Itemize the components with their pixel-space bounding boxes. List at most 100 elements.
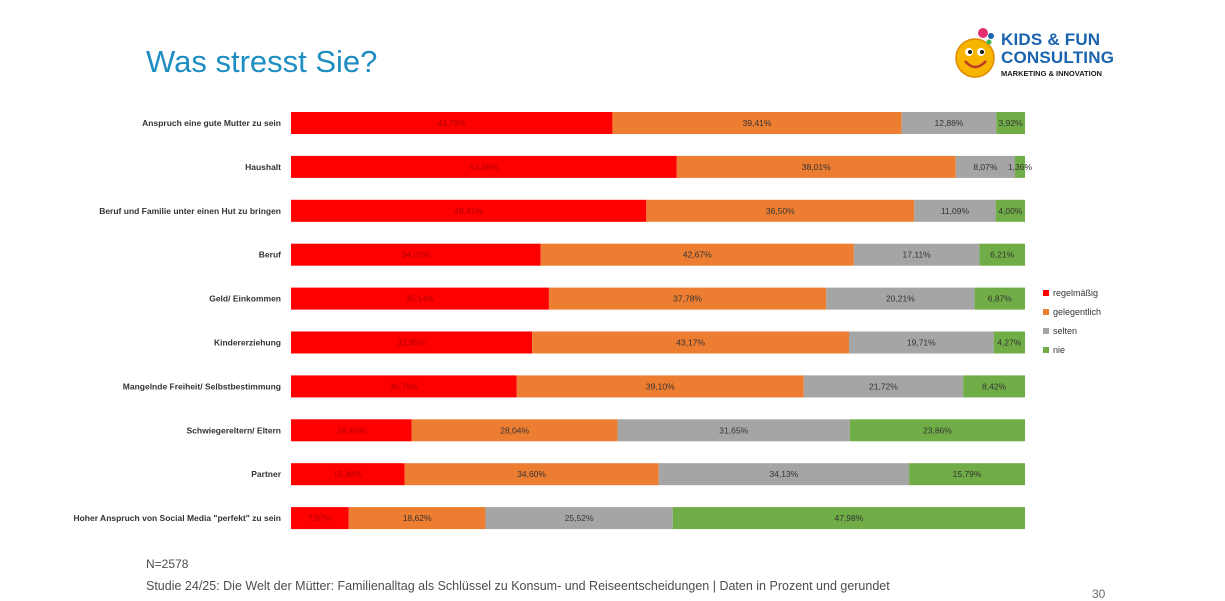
data-label-selten-6: 19,71% <box>907 338 936 348</box>
data-label-regelma-ig-10: 7,87% <box>308 513 333 523</box>
bar-segment-selten-7 <box>803 375 964 398</box>
data-label-gelegentlich-10: 18,62% <box>403 513 432 523</box>
bar-segment-nie-7 <box>963 375 1025 398</box>
bar-segment-selten-8 <box>617 419 850 442</box>
data-label-gelegentlich-1: 39,41% <box>743 118 772 128</box>
bar-segment-regelma-ig-7 <box>291 375 517 398</box>
bar-segment-gelegentlich-8 <box>411 419 618 442</box>
data-label-nie-3: 4,00% <box>998 206 1023 216</box>
data-label-selten-1: 12,88% <box>935 118 964 128</box>
category-label-8: Schwiegereltern/ Eltern <box>187 425 281 435</box>
data-label-regelma-ig-4: 34,02% <box>401 250 430 260</box>
bar-segment-nie-2 <box>1015 155 1025 178</box>
data-label-selten-2: 8,07% <box>973 162 998 172</box>
data-label-gelegentlich-9: 34,60% <box>517 469 546 479</box>
bar-segment-nie-6 <box>993 331 1025 354</box>
legend-item-selten: selten <box>1043 324 1077 338</box>
data-label-nie-4: 6,21% <box>990 250 1015 260</box>
data-label-gelegentlich-3: 36,50% <box>766 206 795 216</box>
logo-text-line2: CONSULTING <box>1001 48 1115 67</box>
bar-segment-regelma-ig-1 <box>291 112 613 134</box>
category-label-9: Partner <box>251 469 281 479</box>
data-label-gelegentlich-8: 28,04% <box>500 425 529 435</box>
bar-segment-nie-5 <box>974 287 1025 310</box>
bar-segment-gelegentlich-7 <box>516 375 804 398</box>
logo-text-line1: KIDS & FUN <box>1001 30 1101 49</box>
data-label-nie-9: 15,79% <box>953 469 982 479</box>
bar-segment-selten-1 <box>901 112 997 134</box>
bar-segment-gelegentlich-3 <box>646 199 915 222</box>
sample-size-note: N=2578 <box>146 557 189 571</box>
bar-segment-selten-6 <box>848 331 994 354</box>
data-label-regelma-ig-2: 52,56% <box>469 162 498 172</box>
data-label-gelegentlich-7: 39,10% <box>646 381 675 391</box>
data-label-gelegentlich-4: 42,67% <box>683 250 712 260</box>
category-label-5: Geld/ Einkommen <box>209 294 281 304</box>
bar-segment-nie-10 <box>672 507 1025 530</box>
legend-item-gelegentlich: gelegentlich <box>1043 305 1101 319</box>
legend-label-gelegentlich: gelegentlich <box>1053 307 1102 317</box>
data-label-regelma-ig-3: 48,41% <box>454 206 483 216</box>
bar-segment-gelegentlich-5 <box>548 287 827 310</box>
bar-segment-selten-9 <box>658 463 910 486</box>
data-label-regelma-ig-9: 15,48% <box>333 469 362 479</box>
kids-fun-consulting-logo: KIDS & FUN CONSULTING MARKETING & INNOVA… <box>953 26 1123 86</box>
data-label-selten-7: 21,72% <box>869 381 898 391</box>
legend-item-regelmaessig: regelmäßig <box>1043 286 1098 300</box>
page-title: Was stresst Sie? <box>146 44 378 79</box>
page-number: 30 <box>1092 587 1106 601</box>
bar-segment-regelma-ig-6 <box>291 331 533 354</box>
legend-swatch-regelmaessig <box>1043 290 1049 296</box>
data-label-nie-6: 4,27% <box>997 338 1022 348</box>
category-label-2: Haushalt <box>245 162 281 172</box>
smiley-logo-icon <box>955 28 995 78</box>
legend-label-nie: nie <box>1053 345 1066 355</box>
data-label-selten-3: 11,09% <box>941 206 970 216</box>
category-label-3: Beruf und Familie unter einen Hut zu bri… <box>99 206 281 216</box>
bar-segment-selten-4 <box>853 243 980 266</box>
bar-segment-nie-4 <box>979 243 1025 266</box>
bar-segment-gelegentlich-6 <box>532 331 849 354</box>
legend-swatch-gelegentlich <box>1043 309 1049 315</box>
category-label-6: Kindererziehung <box>214 338 281 348</box>
bar-segment-regelma-ig-2 <box>291 155 677 178</box>
legend-label-regelmaessig: regelmäßig <box>1053 288 1099 298</box>
bar-segment-nie-9 <box>909 463 1025 486</box>
bar-segment-selten-10 <box>485 507 673 530</box>
data-label-nie-8: 23,86% <box>923 425 952 435</box>
source-footer: Studie 24/25: Die Welt der Mütter: Famil… <box>146 579 890 593</box>
bar-segment-gelegentlich-1 <box>612 112 902 134</box>
bar-segment-gelegentlich-9 <box>404 463 659 486</box>
legend-label-selten: selten <box>1053 326 1078 336</box>
data-label-regelma-ig-6: 32,85% <box>397 338 426 348</box>
data-label-selten-9: 34,13% <box>769 469 798 479</box>
data-label-gelegentlich-2: 38,01% <box>802 162 831 172</box>
legend-swatch-selten <box>1043 328 1049 334</box>
data-label-nie-7: 8,42% <box>982 381 1007 391</box>
bar-segment-regelma-ig-4 <box>291 243 541 266</box>
data-label-selten-5: 20,21% <box>886 294 915 304</box>
bar-segment-selten-3 <box>914 199 996 222</box>
bar-segment-regelma-ig-9 <box>291 463 405 486</box>
bar-segment-selten-5 <box>826 287 975 310</box>
data-label-selten-10: 25,52% <box>565 513 594 523</box>
bar-segment-selten-2 <box>955 155 1016 178</box>
bar-segment-nie-3 <box>995 199 1025 222</box>
bar-segment-regelma-ig-10 <box>291 507 349 530</box>
bar-segment-nie-8 <box>849 419 1025 442</box>
data-label-gelegentlich-5: 37,78% <box>673 294 702 304</box>
bar-segment-regelma-ig-3 <box>291 199 647 222</box>
bar-segment-regelma-ig-8 <box>291 419 412 442</box>
data-label-nie-5: 6,87% <box>988 294 1013 304</box>
category-label-10: Hoher Anspruch von Social Media "perfekt… <box>73 513 281 523</box>
category-label-4: Beruf <box>259 250 281 260</box>
logo-tagline: MARKETING & INNOVATION <box>1001 69 1102 78</box>
legend-item-nie: nie <box>1043 343 1065 357</box>
bar-segment-gelegentlich-4 <box>540 243 854 266</box>
category-label-7: Mangelnde Freiheit/ Selbstbestimmung <box>123 381 281 391</box>
data-label-regelma-ig-7: 30,76% <box>389 381 418 391</box>
data-label-regelma-ig-8: 16,45% <box>337 425 366 435</box>
bar-segment-gelegentlich-2 <box>676 155 956 178</box>
data-label-selten-8: 31,65% <box>719 425 748 435</box>
